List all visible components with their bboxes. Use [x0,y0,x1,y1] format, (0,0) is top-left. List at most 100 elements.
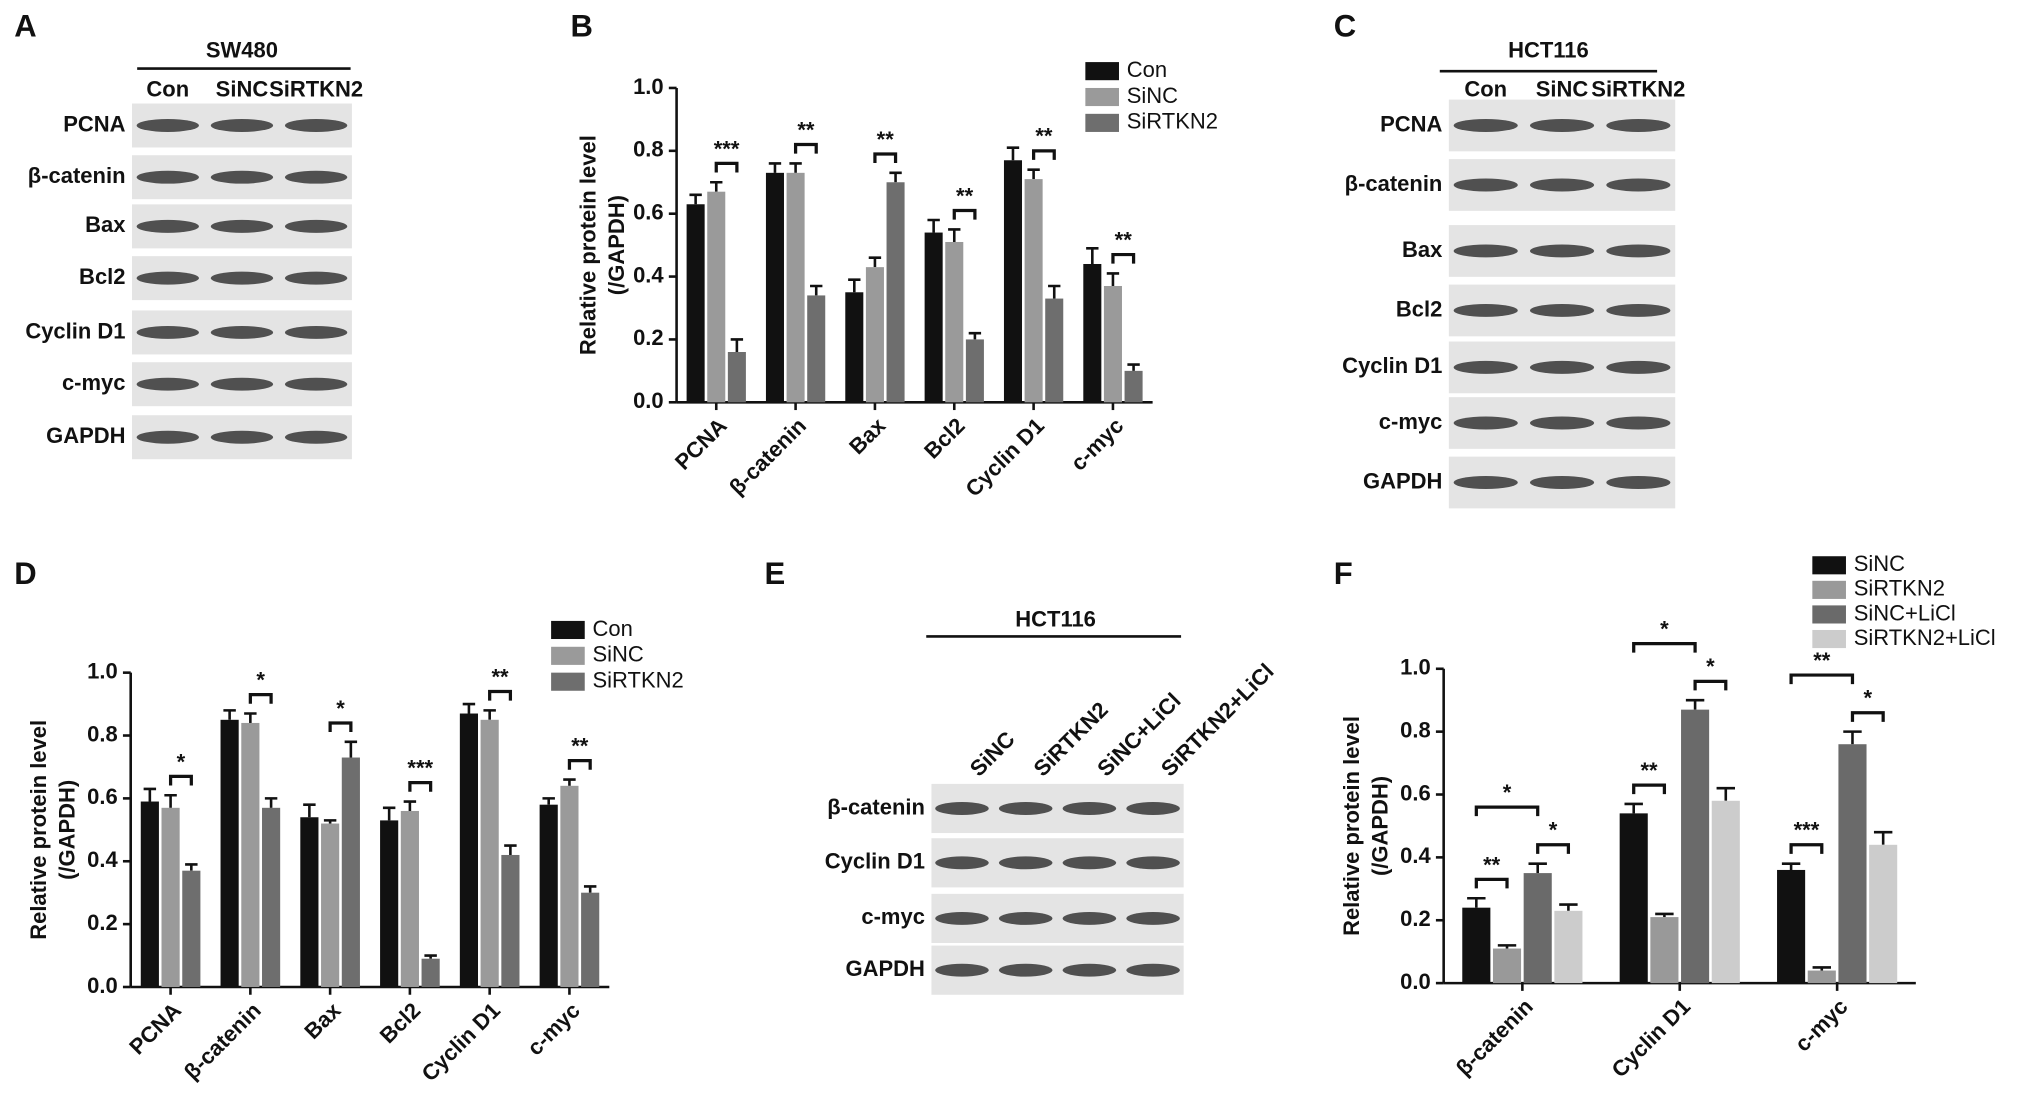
band [1606,476,1671,489]
error-bar [848,278,861,293]
legend-label: SiNC [593,642,644,667]
bar [1681,709,1710,984]
legend-swatch [1812,629,1846,649]
bar [845,292,864,403]
band [1529,303,1595,317]
x-tick-label: PCNA [124,998,186,1060]
error-bar [889,171,902,183]
error-bar [143,787,157,802]
significance-label: ** [797,117,815,142]
lane-label: SiRTKN2 [269,76,363,101]
cell-line-title: HCT116 [1015,607,1096,632]
bar [501,854,520,987]
band [1606,303,1671,317]
significance-bracket [1693,679,1728,691]
y-tick-label: 0.8 [87,721,118,746]
bar [380,820,399,987]
error-bar [504,844,517,855]
error-bar [948,228,961,242]
error-bar [1559,903,1578,911]
bar [182,870,201,987]
protein-label: Bax [85,212,126,237]
bar [341,757,360,987]
bar [765,172,784,403]
band [1126,802,1180,815]
legend-swatch [1085,62,1119,81]
x-tick-label: c-myc [1790,994,1853,1057]
significance-label: * [1660,617,1669,642]
protein-label: c-myc [861,904,925,929]
error-bar [1127,363,1140,371]
legend-label: Con [1127,57,1167,82]
error-bar [1716,786,1735,801]
protein-label: Bax [1402,237,1443,262]
band [210,271,274,285]
bar [262,807,281,987]
legend-swatch [551,646,585,665]
band [1062,802,1117,815]
band [1453,360,1518,374]
y-tick-label: 0.0 [1400,969,1431,994]
error-bar [223,709,236,720]
bar [480,719,499,987]
bar [400,810,419,987]
panel-label: C [1334,9,1356,44]
band [1529,476,1595,489]
error-bar [689,193,702,205]
y-axis-label: Relative protein level [1339,716,1364,936]
error-bar [1843,730,1862,745]
error-bar [185,863,198,871]
band [1126,963,1180,977]
band [210,119,274,132]
bar [886,182,905,403]
legend-swatch [1812,580,1846,599]
bar [924,232,943,403]
bar [300,817,319,987]
band [1606,360,1671,374]
band [1529,119,1595,132]
protein-label: Cyclin D1 [25,318,125,343]
panel-label: D [14,556,36,591]
significance-bracket [408,781,433,792]
panel-label: F [1334,556,1353,591]
band [998,802,1053,815]
band [136,119,199,132]
band [1062,856,1117,870]
protein-label: β-catenin [28,163,126,188]
error-bar [403,800,417,811]
legend-label: SiRTKN2 [593,668,684,693]
significance-label: * [1864,686,1873,711]
y-tick-label: 1.0 [87,658,118,683]
legend-label: SiRTKN2+LiCl [1854,625,1996,650]
band [210,325,274,339]
y-tick-label: 0.2 [87,910,118,935]
x-tick-label: β-catenin [1451,994,1538,1081]
lane-label: SiNC [965,726,1020,781]
bar [1838,744,1867,984]
bar [1807,970,1836,984]
error-bar [768,162,782,173]
protein-label: Bcl2 [79,264,125,289]
bar [321,823,340,987]
band [935,802,989,815]
band [1453,476,1518,489]
error-bar [542,797,555,805]
band [1529,416,1595,430]
lane-label: Con [146,76,189,101]
significance-bracket [1536,843,1571,854]
error-bar [382,806,396,821]
band [210,219,274,233]
error-bar [424,954,437,959]
band [1062,911,1117,925]
band [210,430,274,444]
legend-label: SiNC+LiCl [1854,600,1956,625]
bar [786,172,805,403]
bar [1869,844,1898,984]
significance-bracket [1474,877,1509,889]
bar [727,352,746,403]
bar [220,719,239,987]
bar [1124,370,1143,403]
band [998,856,1053,870]
band [136,325,199,339]
bar [1492,948,1522,984]
